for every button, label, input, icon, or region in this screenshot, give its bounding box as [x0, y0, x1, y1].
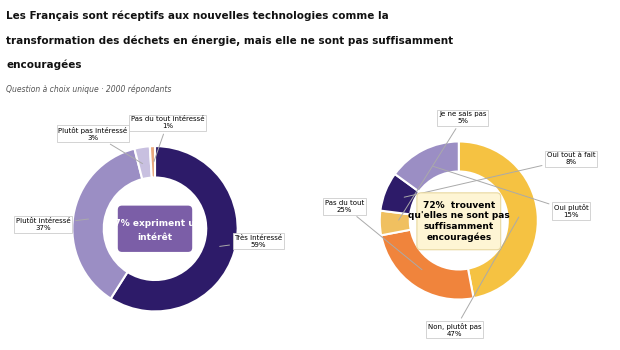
- Text: qu'elles ne sont pas: qu'elles ne sont pas: [408, 211, 510, 220]
- Wedge shape: [150, 146, 155, 177]
- Text: Très Intéressé
59%: Très Intéressé 59%: [219, 234, 282, 248]
- Text: Pas du tout
25%: Pas du tout 25%: [325, 200, 422, 270]
- Wedge shape: [73, 149, 142, 299]
- Text: Question à choix unique · 2000 répondants: Question à choix unique · 2000 répondant…: [6, 84, 172, 93]
- Text: transformation des déchets en énergie, mais elle ne sont pas suffisamment: transformation des déchets en énergie, m…: [6, 35, 453, 46]
- Text: Pas du tout intéressé
1%: Pas du tout intéressé 1%: [131, 117, 204, 162]
- Wedge shape: [135, 146, 152, 179]
- Text: encouragées: encouragées: [426, 232, 492, 242]
- Wedge shape: [380, 211, 410, 235]
- Text: encouragées: encouragées: [6, 60, 82, 70]
- Text: Oui tout à fait
8%: Oui tout à fait 8%: [404, 152, 595, 197]
- FancyBboxPatch shape: [417, 193, 501, 250]
- Text: Plutôt pas intéressé
3%: Plutôt pas intéressé 3%: [58, 127, 143, 164]
- Wedge shape: [459, 141, 538, 298]
- Text: Je ne sais pas
5%: Je ne sais pas 5%: [399, 111, 487, 220]
- Text: intérêt: intérêt: [138, 233, 172, 242]
- Text: 97% expriment un: 97% expriment un: [108, 219, 202, 228]
- Text: suffisamment: suffisamment: [423, 222, 494, 231]
- Text: 72%  trouvent: 72% trouvent: [423, 201, 495, 210]
- Text: Oui plutôt
15%: Oui plutôt 15%: [433, 167, 588, 218]
- FancyBboxPatch shape: [118, 205, 192, 252]
- Wedge shape: [381, 230, 474, 300]
- Wedge shape: [395, 141, 459, 192]
- Text: Non, plutôt pas
47%: Non, plutôt pas 47%: [428, 217, 519, 337]
- Wedge shape: [111, 146, 237, 312]
- Text: Les Français sont réceptifs aux nouvelles technologies comme la: Les Français sont réceptifs aux nouvelle…: [6, 10, 389, 21]
- Text: Plutôt intéressé
37%: Plutôt intéressé 37%: [16, 218, 89, 231]
- Wedge shape: [381, 174, 419, 214]
